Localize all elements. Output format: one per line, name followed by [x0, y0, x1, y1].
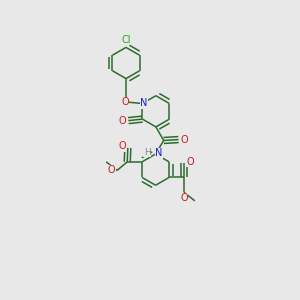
Text: H: H: [144, 148, 151, 157]
Text: O: O: [121, 97, 129, 107]
Text: O: O: [118, 116, 126, 126]
Text: O: O: [118, 141, 126, 151]
Text: O: O: [186, 157, 194, 167]
Text: N: N: [140, 98, 148, 109]
Text: Cl: Cl: [121, 35, 131, 45]
Text: O: O: [180, 193, 188, 203]
Text: O: O: [181, 135, 188, 145]
Text: O: O: [108, 165, 116, 176]
Text: N: N: [155, 148, 163, 158]
